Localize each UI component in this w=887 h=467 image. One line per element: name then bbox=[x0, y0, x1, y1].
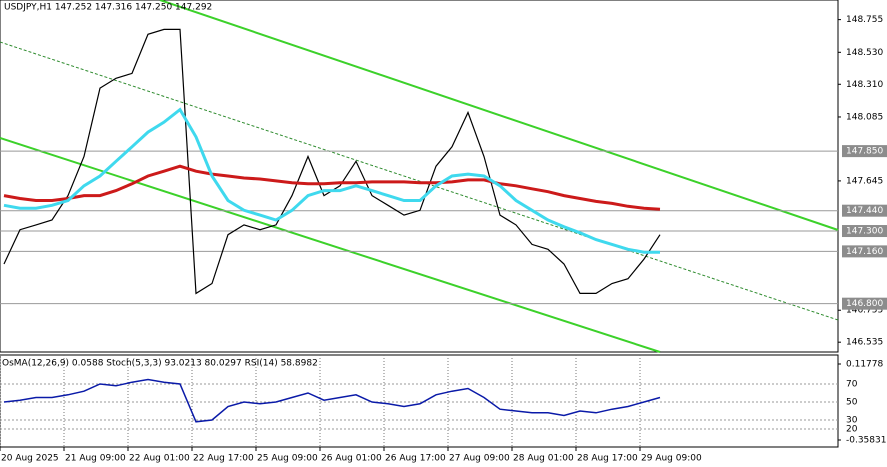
x-tick-label: 26 Aug 01:00 bbox=[321, 454, 382, 464]
indicator-window bbox=[0, 354, 839, 448]
y2-tick-label: -0.35831 bbox=[846, 436, 886, 446]
y-tick-label: 146.535 bbox=[846, 338, 883, 348]
level-label: 146.800 bbox=[846, 299, 883, 309]
level-label-box bbox=[842, 297, 887, 310]
y-tick-label: 148.310 bbox=[846, 80, 883, 90]
y-tick-label: 20 bbox=[846, 425, 858, 435]
x-tick-label: 28 Aug 17:00 bbox=[577, 454, 638, 464]
x-tick-label: 22 Aug 17:00 bbox=[193, 454, 254, 464]
channel-line bbox=[159, 0, 839, 231]
y-tick-label: 50 bbox=[846, 398, 858, 408]
series-line bbox=[3, 378, 661, 423]
level-label: 147.850 bbox=[846, 147, 883, 157]
level-label-box bbox=[842, 225, 887, 238]
y2-tick-label: 0.11778 bbox=[846, 360, 883, 370]
x-tick-label: 29 Aug 09:00 bbox=[641, 454, 702, 464]
level-label: 147.160 bbox=[846, 247, 883, 257]
marks bbox=[0, 28, 838, 447]
indicator-title: OsMA(12,26,9) 0.0588 Stoch(5,3,3) 93.021… bbox=[2, 359, 318, 369]
y-tick-label: 146.755 bbox=[846, 306, 883, 316]
y-tick-label: 148.755 bbox=[846, 15, 883, 25]
level-label-box bbox=[842, 145, 887, 158]
channel-midline bbox=[0, 41, 839, 321]
x-tick-label: 20 Aug 2025 bbox=[1, 454, 59, 464]
y-tick-label: 148.085 bbox=[846, 112, 883, 122]
level-label-box bbox=[842, 245, 887, 258]
y-tick-label: 147.645 bbox=[846, 176, 883, 186]
level-label-box bbox=[842, 204, 887, 217]
x-tick-label: 25 Aug 09:00 bbox=[257, 454, 318, 464]
x-tick-label: 22 Aug 01:00 bbox=[129, 454, 190, 464]
chart-title: USDJPY,H1 147.252 147.316 147.250 147.29… bbox=[4, 3, 212, 13]
main-window bbox=[0, 0, 839, 353]
x-tick-label: 26 Aug 17:00 bbox=[385, 454, 446, 464]
series-line bbox=[3, 107, 660, 254]
series-line bbox=[3, 164, 661, 211]
x-tick-label: 21 Aug 09:00 bbox=[65, 454, 126, 464]
y-tick-label: 148.530 bbox=[846, 48, 883, 58]
x-tick-label: 27 Aug 09:00 bbox=[449, 454, 510, 464]
y-tick-label: 70 bbox=[846, 380, 858, 390]
level-label: 147.300 bbox=[846, 227, 883, 237]
x-tick-label: 28 Aug 01:00 bbox=[513, 454, 574, 464]
y-tick-label: 30 bbox=[846, 416, 858, 426]
channel-line bbox=[0, 137, 661, 353]
level-label: 147.440 bbox=[846, 206, 883, 216]
